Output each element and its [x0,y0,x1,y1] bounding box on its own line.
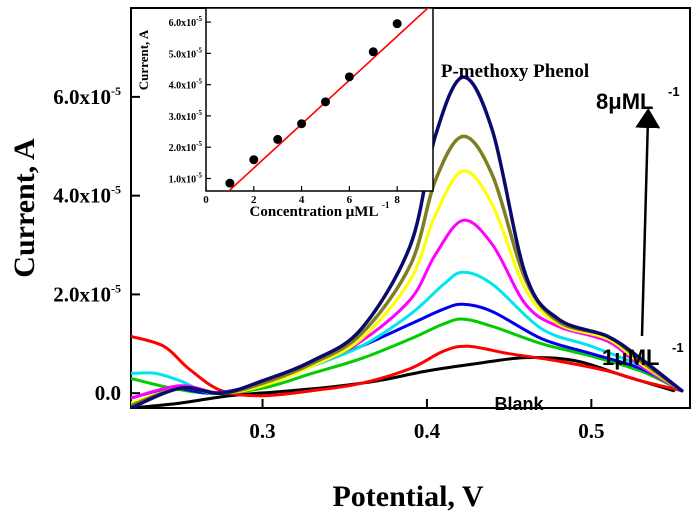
inset-x-ticks: 0 2 4 6 8 [203,186,400,206]
inset-y-tick-label: 2.0x10-5 [169,140,203,154]
main-x-tick-label: 0.5 [578,419,604,443]
inset-data-point [344,72,354,82]
top-concentration-text: 8μML [596,89,653,114]
main-y-tick-exponent: -5 [111,281,121,295]
main-series-group [131,75,684,408]
inset-x-tick-label: 8 [394,194,400,206]
inset-y-tick-exponent: -5 [196,109,202,117]
inset-y-tick-exponent: -5 [196,140,202,148]
main-y-ticks: 0.0 2.0x10-5 4.0x10-5 6.0x10-5 [53,84,140,405]
inset-y-axis-label: Current, A [136,29,151,90]
inset-data-point [249,155,259,165]
inset-y-tick-exponent: -5 [196,78,202,86]
inset-y-tick-exponent: -5 [196,15,202,23]
inset-x-axis-label: Concentration μML -1 [250,200,390,220]
voltammogram-curve-2 [131,334,684,398]
bottom-concentration-text: 1μML [602,345,659,370]
bottom-concentration-exponent: -1 [672,340,684,355]
inset-y-tick-exponent: -5 [196,171,202,179]
inset-x-axis-label-text: Concentration μML [250,204,379,220]
inset-data-point [273,134,283,144]
increase-arrow [635,108,661,337]
main-y-tick-exponent: -5 [111,183,121,197]
inset-data-point [368,47,378,57]
inset-x-tick-label: 4 [299,194,305,206]
inset-data-point [392,19,402,29]
main-y-tick-label: 2.0x10-5 [53,281,121,306]
inset-y-tick-exponent: -5 [196,46,202,54]
inset-data-point [297,119,307,129]
inset-y-tick-label: 1.0x10-5 [169,171,203,185]
main-y-tick-exponent: -5 [111,84,121,98]
inset-y-tick-label: 4.0x10-5 [169,78,203,92]
inset-y-tick-label: 6.0x10-5 [169,15,203,29]
voltammogram-curve-9 [131,75,684,408]
main-x-tick-label: 0.4 [414,419,441,443]
inset-points-group [225,19,402,188]
compound-label: P-methoxy Phenol [441,61,589,82]
inset-y-tick-label: 3.0x10-5 [169,109,203,123]
main-x-tick-label: 0.3 [249,419,275,443]
inset-data-point [320,97,330,107]
inset-x-tick-label: 0 [203,194,209,206]
bottom-concentration-label: 1μML -1 [602,340,684,370]
main-y-tick-label: 0.0 [95,381,121,405]
voltammogram-curve-1 [131,355,676,408]
main-y-tick-label: 4.0x10-5 [53,183,121,208]
inset-y-tick-label: 5.0x10-5 [169,46,203,60]
main-x-ticks: 0.3 0.4 0.5 [249,399,604,443]
inset-x-axis-label-exponent: -1 [382,200,390,210]
main-y-axis-label: Current, A [8,138,41,278]
inset-x-tick-label: 6 [347,194,353,206]
inset-x-tick-label: 2 [251,194,257,206]
blank-label: Blank [494,394,544,414]
main-x-axis-label: Potential, V [332,480,483,513]
inset-data-point [225,178,235,188]
inset-y-ticks: 1.0x10-5 2.0x10-5 3.0x10-5 4.0x10-5 5.0x10-5… [169,15,211,185]
main-y-tick-label: 6.0x10-5 [53,84,121,109]
top-concentration-exponent: -1 [668,84,680,99]
